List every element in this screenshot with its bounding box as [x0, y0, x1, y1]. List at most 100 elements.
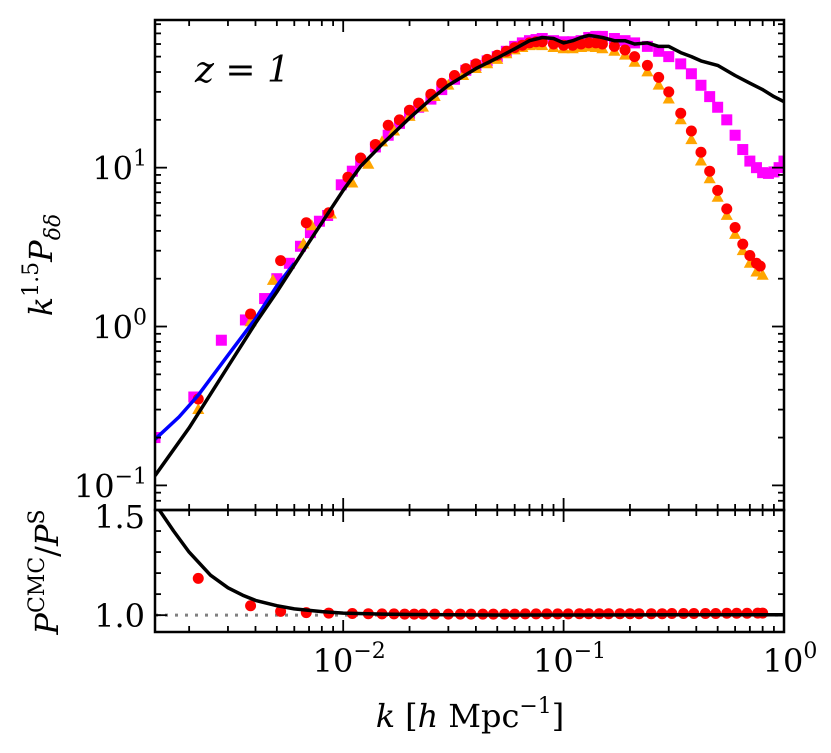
top-red-circles-marker-43	[721, 203, 733, 215]
bottom-xtick-label-2: 100	[763, 639, 818, 680]
top-panel: 10−1 100 101 z = 1 k1.5Pδδ	[19, 18, 786, 512]
top-red-circles-marker-35	[641, 59, 653, 71]
top-magenta-squares-marker-47	[695, 79, 707, 91]
top-red-circles-marker-44	[729, 222, 741, 234]
top-magenta-squares-marker-43	[653, 45, 665, 57]
bottom-ylabel-p2: P	[28, 524, 66, 547]
top-magenta-squares-marker-4	[259, 293, 271, 305]
top-red-circles-marker-39	[685, 125, 697, 137]
top-red-circles-marker-3	[300, 217, 312, 229]
bottom-ratio-curve-line	[157, 510, 784, 617]
bottom-ylabel-sup2: S	[25, 509, 50, 524]
redshift-annotation: z = 1	[194, 50, 290, 91]
top-ylabel-symbol: P	[22, 240, 60, 263]
xlabel-close: ]	[552, 697, 564, 735]
bottom-ratio-points-marker-1	[245, 600, 257, 612]
xlabel-h: h	[418, 697, 439, 735]
top-orange-triangles-marker-39	[694, 154, 708, 166]
top-red-circles-marker-36	[653, 71, 665, 83]
top-magenta-squares-marker-54	[750, 162, 762, 174]
top-plot-area	[155, 30, 784, 477]
xlabel-exponent: −1	[519, 694, 551, 719]
top-blue-line-line	[155, 262, 296, 441]
top-orange-triangles-marker-38	[685, 133, 698, 145]
top-frame	[153, 18, 786, 512]
top-magenta-squares-marker-12	[346, 165, 358, 177]
top-red-circles-marker-34	[629, 51, 641, 63]
top-red-circles-marker-6	[355, 152, 367, 164]
top-red-circles-marker-40	[695, 146, 707, 158]
bottom-ylabel-sup1: CMC	[25, 557, 50, 613]
top-magenta-squares-marker-46	[685, 68, 697, 80]
top-red-circles-marker-31	[596, 38, 608, 50]
top-red-circles-marker-8	[382, 119, 394, 131]
top-red-circles-marker-45	[737, 238, 749, 250]
top-magenta-squares-marker-48	[704, 91, 716, 103]
x-axis-label: k [h Mpc−1]	[376, 694, 565, 735]
top-ytick-label-1: 100	[92, 306, 147, 347]
top-red-circles-marker-10	[404, 104, 416, 116]
top-red-circles-marker-48	[754, 260, 766, 272]
top-orange-triangles-marker-41	[711, 190, 724, 202]
bottom-xtick-label-1: 10−1	[533, 639, 606, 680]
top-red-circles-marker-2	[275, 255, 287, 267]
top-magenta-squares-marker-49	[712, 101, 724, 113]
top-black-line-line	[155, 33, 784, 477]
top-ylabel-exponent: 1.5	[19, 262, 44, 297]
top-magenta-squares-marker-44	[663, 51, 675, 63]
top-orange-triangles-marker-46	[750, 265, 763, 277]
top-magenta-squares-marker-3	[239, 314, 251, 326]
top-series-layer	[155, 30, 784, 477]
bottom-ytick-label-1: 1.5	[94, 498, 145, 536]
top-magenta-squares-marker-9	[313, 215, 325, 227]
bottom-axes-layer: 1.0 1.5 10−2 10−1 100	[94, 498, 817, 680]
xlabel-k: k	[376, 697, 395, 735]
top-orange-triangles-marker-47	[756, 268, 769, 280]
top-magenta-squares-marker-5	[271, 273, 283, 285]
top-magenta-squares-marker-45	[675, 58, 687, 70]
top-magenta-squares-marker-8	[304, 227, 316, 239]
bottom-y-axis-label: PCMC/PS	[25, 509, 66, 635]
top-ytick-label-0: 10−1	[74, 464, 147, 505]
bottom-ratio-points-marker-0	[192, 572, 204, 584]
top-magenta-squares-marker-52	[737, 144, 749, 156]
top-red-circles-marker-9	[393, 114, 405, 126]
xlabel-open: [	[405, 697, 417, 735]
top-magenta-squares-marker-55	[757, 167, 769, 179]
top-ylabel-subscript: δδ	[41, 214, 66, 241]
top-red-circles-marker-13	[436, 77, 448, 89]
top-red-circles-marker-38	[675, 107, 687, 119]
top-orange-triangles-marker-7	[362, 157, 375, 169]
top-magenta-squares-marker-50	[721, 114, 733, 126]
top-magenta-squares-marker-53	[744, 155, 756, 167]
bottom-series-layer	[155, 510, 784, 620]
top-orange-triangles-marker-43	[729, 227, 742, 239]
xlabel-unit: Mpc	[448, 697, 519, 735]
top-magenta-squares-marker-2	[215, 334, 227, 346]
bottom-ylabel-p1: P	[28, 613, 66, 636]
top-orange-triangles-marker-35	[652, 78, 665, 90]
bottom-frame	[153, 508, 786, 634]
top-ylabel-base: k	[22, 297, 60, 316]
top-red-circles-marker-32	[608, 40, 620, 52]
top-magenta-squares-marker-42	[641, 40, 653, 52]
top-magenta-squares-marker-6	[283, 257, 295, 269]
top-red-circles-marker-37	[663, 86, 675, 98]
top-magenta-squares-marker-39	[608, 33, 620, 45]
top-red-circles-marker-33	[619, 44, 631, 56]
top-magenta-squares-marker-51	[729, 129, 741, 141]
bottom-ylabel-slash: /	[28, 546, 66, 557]
bottom-panel: 1.01.510−2 10−1 100 PCMC/PS k [h Mpc−1]	[25, 498, 817, 735]
top-red-circles-marker-42	[712, 184, 724, 196]
top-orange-triangles-marker-2	[266, 273, 279, 285]
bottom-ytick-label-0: 1.0	[94, 597, 145, 635]
top-orange-triangles-marker-40	[703, 172, 716, 184]
top-red-circles-marker-41	[704, 165, 716, 177]
top-orange-triangles-marker-36	[662, 92, 675, 104]
top-red-circles-marker-46	[744, 249, 756, 261]
bottom-xtick-label-0: 10−2	[313, 639, 386, 680]
top-ytick-label-2: 101	[92, 147, 147, 188]
top-magenta-squares-marker-11	[335, 179, 347, 191]
top-orange-triangles-marker-9	[387, 124, 401, 136]
